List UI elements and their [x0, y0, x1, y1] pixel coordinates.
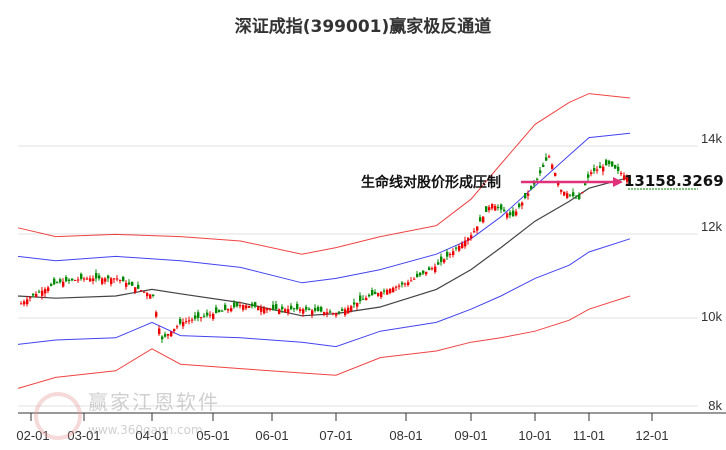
x-tick: 11-01	[572, 428, 606, 443]
x-tick: 08-01	[389, 428, 423, 443]
y-tick-10k: 10k	[701, 309, 722, 324]
x-tick: 09-01	[454, 428, 488, 443]
x-tick: 10-01	[518, 428, 552, 443]
y-tick-12k: 12k	[701, 219, 722, 234]
x-axis	[18, 412, 726, 421]
lifeline-pressure-annotation: 生命线对股价形成压制	[361, 175, 501, 191]
x-tick: 04-01	[135, 428, 169, 443]
x-tick: 05-01	[196, 428, 230, 443]
watermark-brand: 赢家江恩软件	[88, 390, 220, 414]
last-value-label: 13158.3269	[624, 172, 724, 190]
pressure-arrow	[521, 177, 698, 190]
watermark-logo-icon	[34, 392, 82, 440]
x-tick: 07-01	[319, 428, 353, 443]
candlesticks	[20, 153, 629, 343]
x-tick: 06-01	[255, 428, 289, 443]
chart-title: 深证成指(399001)赢家极反通道	[234, 17, 492, 37]
channel-lines	[17, 93, 631, 389]
y-tick-14k: 14k	[701, 131, 722, 146]
gridlines	[18, 145, 698, 407]
watermark-url: www.360gann.com	[88, 423, 203, 437]
x-tick: 12-01	[635, 428, 669, 443]
y-tick-8k: 8k	[708, 398, 722, 413]
